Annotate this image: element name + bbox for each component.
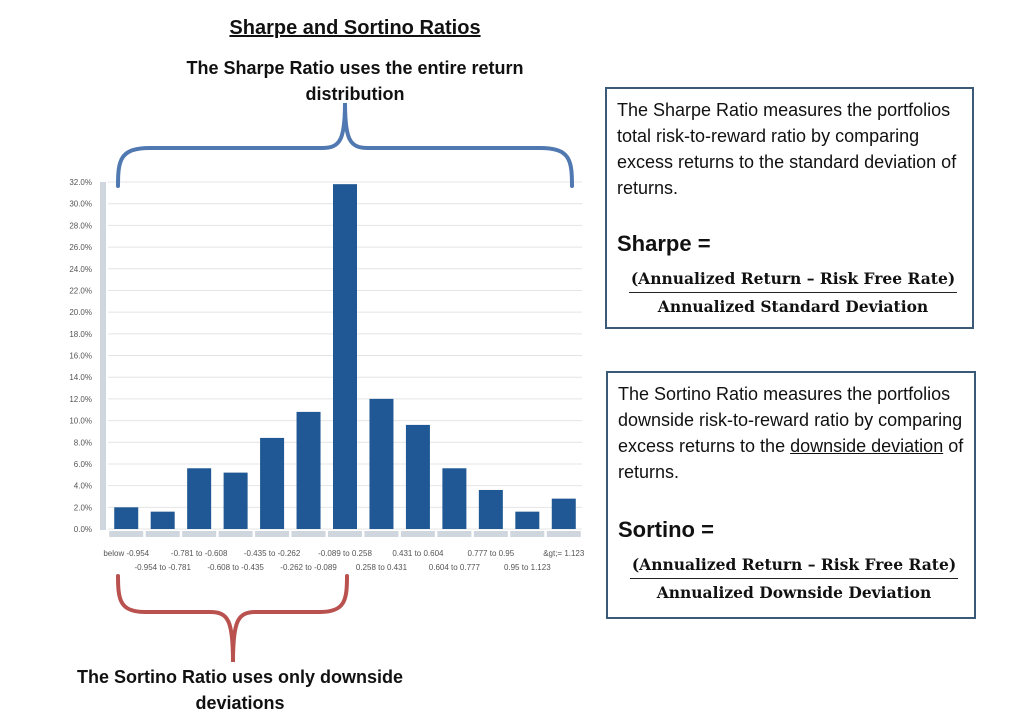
- x-axis-tick-labels: below -0.954 -0.954 to -0.781 -0.781 to -0…: [103, 549, 585, 572]
- x-tick-label: -0.262 to -0.089: [280, 563, 337, 572]
- bar: [478, 489, 503, 529]
- x-axis-ticks-base: [109, 531, 581, 537]
- x-tick-label: -0.954 to -0.781: [134, 563, 191, 572]
- x-tick-base: [473, 531, 508, 537]
- bar: [515, 511, 540, 529]
- y-tick-label: 2.0%: [74, 503, 92, 512]
- y-tick-label: 32.0%: [69, 178, 92, 187]
- x-tick-base: [400, 531, 435, 537]
- sharpe-brace-label: The Sharpe Ratio uses the entire return …: [186, 58, 524, 104]
- x-tick-base: [546, 531, 581, 537]
- x-tick-label: -0.435 to -0.262: [244, 549, 301, 558]
- x-tick-label: 0.777 to 0.95: [467, 549, 514, 558]
- x-tick-base: [291, 531, 326, 537]
- sharpe-info-box: The Sharpe Ratio measures the portfolios…: [605, 87, 974, 329]
- x-tick-label: 0.95 to 1.123: [504, 563, 551, 572]
- x-tick-base: [218, 531, 253, 537]
- y-tick-label: 0.0%: [74, 525, 92, 534]
- x-tick-label: below -0.954: [103, 549, 149, 558]
- x-tick-label: -0.781 to -0.608: [171, 549, 228, 558]
- sortino-info-box: The Sortino Ratio measures the portfolio…: [606, 371, 976, 619]
- x-tick-base: [364, 531, 399, 537]
- sortino-description: The Sortino Ratio measures the portfolio…: [618, 381, 968, 485]
- sharpe-description: The Sharpe Ratio measures the portfolios…: [617, 100, 957, 198]
- x-tick-label: 0.604 to 0.777: [429, 563, 481, 572]
- y-tick-label: 6.0%: [74, 460, 92, 469]
- sortino-denominator: Annualized Downside Deviation: [656, 583, 932, 602]
- sharpe-brace: [116, 102, 574, 188]
- sortino-brace-label: The Sortino Ratio uses only downside dev…: [76, 667, 404, 713]
- bar: [150, 511, 175, 529]
- sortino-numerator: (Annualized Return – Risk Free Rate): [629, 555, 959, 579]
- y-tick-label: 24.0%: [69, 265, 92, 274]
- bar: [223, 472, 248, 529]
- x-tick-base: [328, 531, 362, 537]
- sortino-formula: (Annualized Return – Risk Free Rate) Ann…: [624, 555, 964, 602]
- y-tick-label: 30.0%: [69, 200, 92, 209]
- y-tick-label: 10.0%: [69, 417, 92, 426]
- sortino-description-part2: of returns.: [618, 436, 964, 482]
- y-tick-label: 4.0%: [74, 482, 92, 491]
- bar: [369, 398, 394, 529]
- bar: [442, 468, 467, 529]
- x-tick-base: [145, 531, 180, 537]
- x-tick-base: [109, 531, 144, 537]
- page-title: Sharpe and Sortino Ratios: [229, 17, 481, 39]
- y-tick-label: 14.0%: [69, 373, 92, 382]
- sortino-description-underlined: downside deviation: [790, 436, 944, 456]
- sharpe-formula-name: Sharpe =: [617, 231, 711, 256]
- bars: [114, 184, 576, 529]
- sharpe-formula: (Annualized Return – Risk Free Rate) Ann…: [623, 269, 963, 316]
- sortino-formula-name: Sortino =: [618, 517, 714, 542]
- y-tick-label: 28.0%: [69, 221, 92, 230]
- x-tick-label: 0.258 to 0.431: [356, 563, 408, 572]
- sharpe-numerator: (Annualized Return – Risk Free Rate): [628, 269, 958, 293]
- x-tick-base: [182, 531, 217, 537]
- bar: [551, 498, 576, 529]
- x-tick-base: [437, 531, 472, 537]
- y-tick-label: 26.0%: [69, 243, 92, 252]
- y-tick-label: 22.0%: [69, 286, 92, 295]
- x-tick-label: -0.089 to 0.258: [318, 549, 372, 558]
- sortino-description-part1: The Sortino Ratio measures the portfolio…: [618, 384, 963, 456]
- x-tick-base: [510, 531, 545, 537]
- y-tick-label: 20.0%: [69, 308, 92, 317]
- bar: [187, 468, 212, 529]
- sortino-brace: [116, 574, 349, 663]
- bar: [333, 184, 357, 529]
- bar: [114, 507, 139, 529]
- x-tick-label: -0.608 to -0.435: [207, 563, 264, 572]
- x-tick-label: 0.431 to 0.604: [392, 549, 444, 558]
- y-tick-label: 12.0%: [69, 395, 92, 404]
- y-tick-label: 18.0%: [69, 330, 92, 339]
- bar: [405, 424, 430, 529]
- y-tick-label: 8.0%: [74, 438, 92, 447]
- y-axis-ticks: 0.0% 2.0% 4.0% 6.0% 8.0% 10.0% 12.0% 14.0% 16.0%…: [69, 178, 92, 534]
- y-tick-label: 16.0%: [69, 352, 92, 361]
- sharpe-denominator: Annualized Standard Deviation: [657, 297, 929, 316]
- bar: [296, 411, 321, 529]
- x-tick-label: &gt;= 1.123: [543, 549, 585, 558]
- x-tick-base: [255, 531, 290, 537]
- bar: [260, 437, 285, 529]
